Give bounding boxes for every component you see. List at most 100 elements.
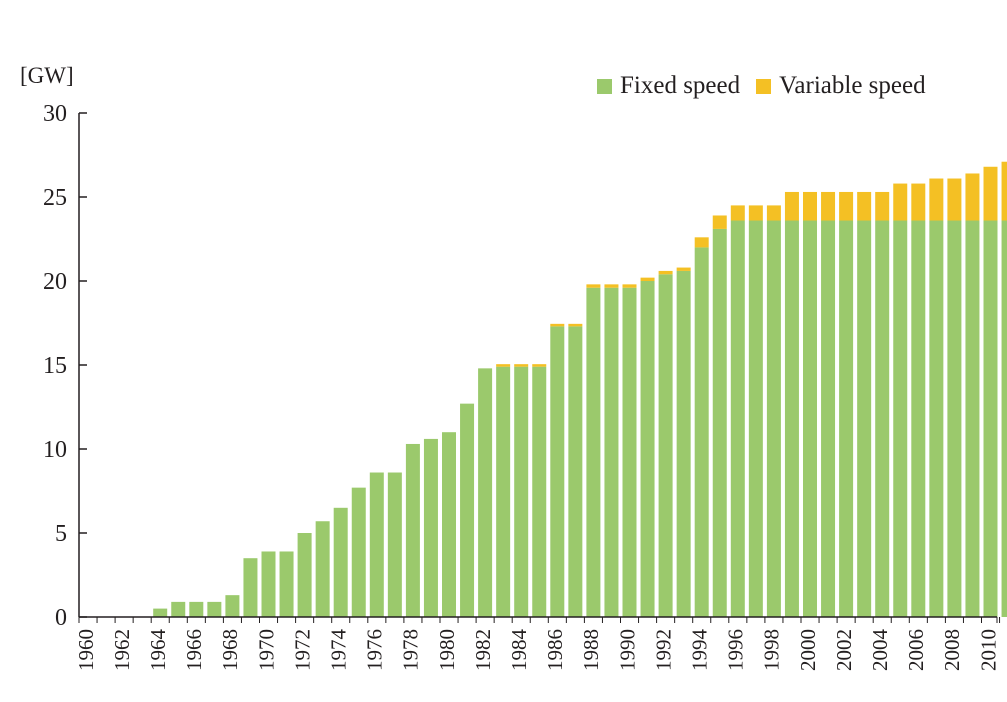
x-tick-label-1988: 1988 (579, 629, 603, 671)
x-tick-label-1976: 1976 (363, 629, 387, 671)
x-tick-label-2004: 2004 (868, 629, 892, 672)
bar-fixed-2007 (929, 220, 944, 617)
bar-fixed-1978 (405, 443, 420, 617)
x-tick-label-2000: 2000 (796, 629, 820, 671)
y-tick-label-5: 5 (55, 521, 67, 547)
x-tick-label-1980: 1980 (435, 629, 459, 671)
bar-variable-1997 (748, 205, 763, 221)
bar-fixed-1968 (225, 595, 240, 617)
bar-fixed-2000 (803, 220, 817, 617)
bar-variable-2005 (893, 183, 908, 221)
bar-fixed-1993 (676, 270, 691, 617)
y-tick-label-20: 20 (43, 269, 67, 295)
x-tick-label-1992: 1992 (651, 629, 675, 671)
x-tick-label-1968: 1968 (218, 629, 242, 671)
bar-fixed-1991 (640, 281, 655, 617)
bar-fixed-1992 (658, 274, 673, 617)
bar-variable-1994 (694, 237, 709, 248)
y-axis-unit-label: [GW] (20, 63, 74, 88)
bar-variable-2004 (875, 191, 890, 221)
bar-fixed-1973 (315, 521, 330, 617)
bar-variable-2010 (983, 166, 998, 221)
legend-swatch-variable (756, 78, 772, 94)
bar-fixed-1975 (351, 487, 366, 617)
bar-fixed-2002 (839, 220, 854, 617)
bar-variable-1992 (658, 270, 673, 275)
bar-fixed-1966 (189, 601, 204, 617)
bar-fixed-2010 (983, 220, 998, 617)
bar-variable-1995 (712, 215, 727, 229)
bar-variable-2006 (911, 183, 926, 221)
bar-fixed-1983 (496, 366, 511, 617)
x-tick-label-1964: 1964 (146, 629, 170, 672)
bar-fixed-1995 (712, 228, 727, 618)
bar-fixed-2006 (911, 220, 926, 617)
bar-fixed-1970 (261, 551, 276, 617)
bar-variable-1999 (784, 191, 799, 221)
x-tick-label-2006: 2006 (904, 629, 928, 671)
x-tick-label-1970: 1970 (254, 629, 278, 671)
legend-label-variable: Variable speed (779, 72, 926, 99)
bar-fixed-2009 (965, 220, 980, 617)
x-tick-label-1994: 1994 (688, 629, 712, 672)
legend-swatch-fixed (597, 78, 612, 94)
bar-fixed-1996 (730, 220, 745, 617)
bar-fixed-2004 (875, 220, 890, 617)
bar-variable-1988 (586, 284, 601, 288)
bar-fixed-1980 (442, 432, 456, 617)
bar-fixed-1967 (207, 601, 222, 617)
bar-fixed-1984 (514, 366, 529, 617)
bar-fixed-2003 (857, 220, 872, 617)
legend: Fixed speed Variable speed (597, 72, 926, 100)
bar-variable-1986 (550, 323, 565, 327)
bar-variable-1998 (766, 205, 781, 221)
legend-item-fixed-speed: Fixed speed (597, 72, 740, 100)
x-tick-label-1978: 1978 (399, 629, 423, 671)
bar-variable-1985 (532, 364, 547, 367)
bar-variable-1984 (514, 364, 529, 367)
legend-item-variable-speed: Variable speed (756, 72, 926, 100)
legend-label-fixed: Fixed speed (620, 72, 741, 99)
bar-fixed-1981 (460, 403, 475, 617)
bar-fixed-1986 (550, 326, 565, 617)
bar-variable-2008 (947, 178, 962, 221)
y-tick-label-25: 25 (43, 185, 67, 211)
bar-variable-1989 (604, 284, 619, 288)
x-tick-label-1974: 1974 (327, 629, 351, 672)
bar-fixed-2005 (893, 220, 908, 617)
bar-variable-2011 (1001, 161, 1007, 221)
x-tick-label-1962: 1962 (110, 629, 134, 671)
x-tick-label-1966: 1966 (182, 629, 206, 671)
bar-fixed-1972 (297, 533, 312, 617)
x-tick-label-1972: 1972 (290, 629, 314, 671)
y-tick-label-0: 0 (55, 605, 67, 631)
x-tick-label-2010: 2010 (976, 629, 1000, 671)
bar-variable-2007 (929, 178, 944, 221)
bar-fixed-1974 (333, 507, 348, 617)
y-tick-label-30: 30 (43, 101, 67, 127)
bar-fixed-1977 (387, 472, 402, 617)
y-tick-label-15: 15 (43, 353, 67, 379)
bar-variable-1990 (622, 284, 637, 288)
x-tick-label-1984: 1984 (507, 629, 531, 672)
bar-fixed-1990 (622, 287, 637, 617)
bar-fixed-1979 (423, 438, 438, 617)
x-tick-label-1982: 1982 (471, 629, 495, 671)
bar-fixed-1971 (279, 551, 294, 617)
bar-fixed-1982 (478, 368, 493, 617)
bar-variable-2000 (803, 191, 817, 221)
x-tick-label-1986: 1986 (543, 629, 567, 671)
bar-fixed-1969 (243, 558, 258, 617)
x-tick-label-1960: 1960 (74, 629, 98, 671)
bar-fixed-2011 (1001, 220, 1007, 617)
x-tick-label-2008: 2008 (940, 629, 964, 671)
bar-variable-2003 (857, 191, 872, 221)
bar-variable-1996 (730, 205, 745, 221)
bar-fixed-1965 (171, 601, 186, 617)
bar-variable-1991 (640, 277, 655, 281)
bar-fixed-1989 (604, 287, 619, 617)
y-tick-label-10: 10 (43, 437, 67, 463)
bar-fixed-1994 (694, 247, 709, 617)
bar-variable-2002 (839, 191, 854, 221)
